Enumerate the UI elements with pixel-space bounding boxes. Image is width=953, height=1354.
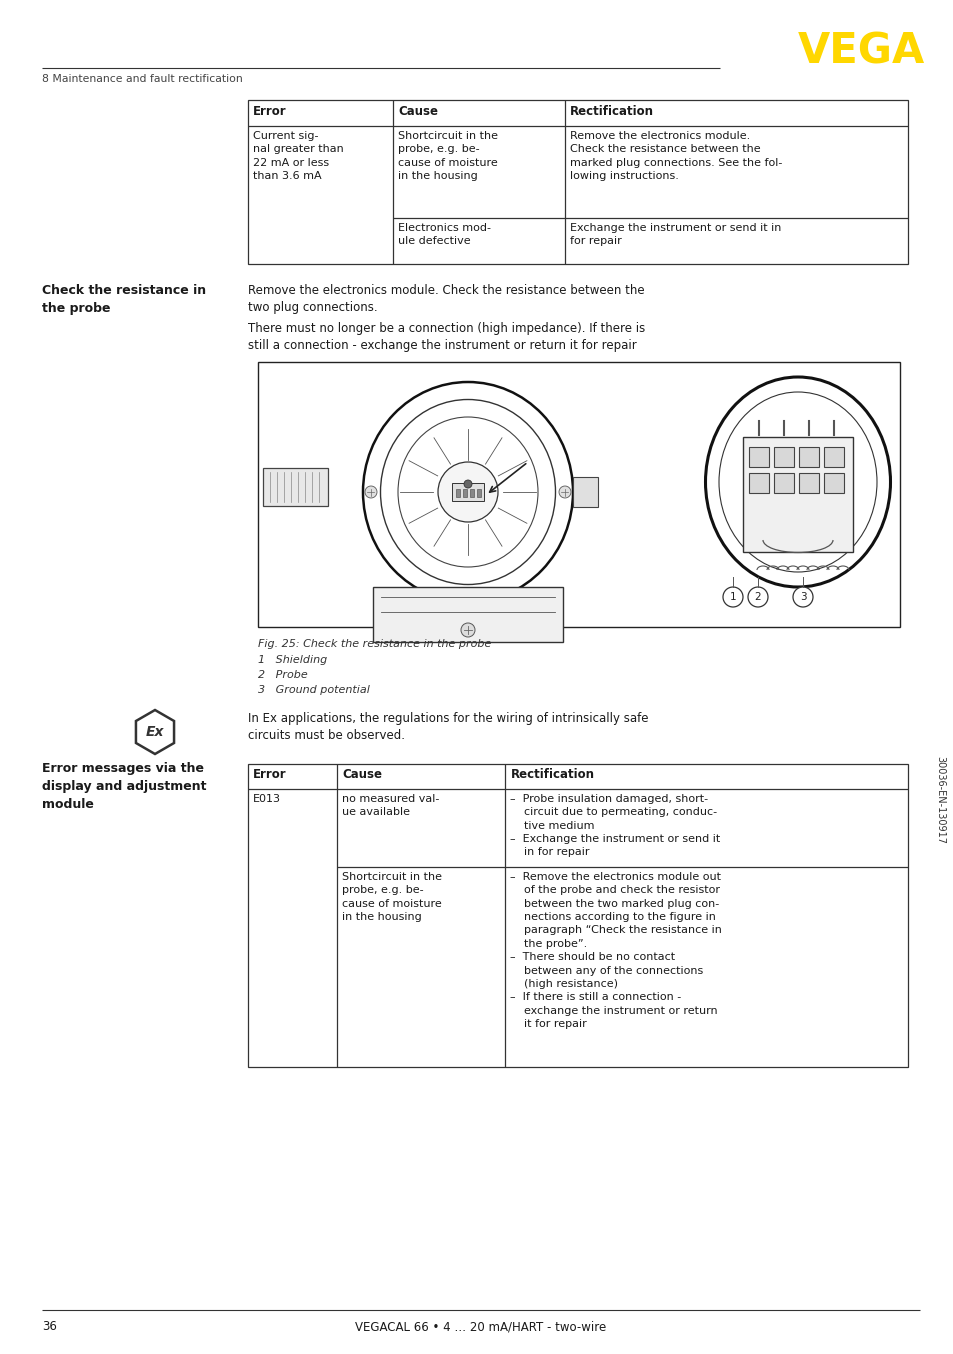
Bar	[748, 447, 768, 467]
Bar	[462, 489, 467, 497]
Circle shape	[463, 481, 472, 487]
Text: VEGACAL 66 • 4 … 20 mA/HART - two-wire: VEGACAL 66 • 4 … 20 mA/HART - two-wire	[355, 1320, 606, 1332]
Text: Exchange the instrument or send it in
for repair: Exchange the instrument or send it in fo…	[569, 223, 781, 246]
Bar	[456, 489, 459, 497]
Bar	[263, 468, 328, 506]
Bar	[573, 477, 598, 506]
Bar	[373, 588, 562, 642]
Text: Shortcircuit in the
probe, e.g. be-
cause of moisture
in the housing: Shortcircuit in the probe, e.g. be- caus…	[342, 872, 441, 922]
Bar	[823, 473, 843, 493]
Bar	[799, 447, 818, 467]
Circle shape	[792, 588, 812, 607]
Circle shape	[460, 623, 475, 636]
Circle shape	[365, 486, 376, 498]
Bar	[452, 483, 483, 501]
Text: no measured val-
ue available: no measured val- ue available	[342, 793, 439, 818]
Text: 30036-EN-130917: 30036-EN-130917	[934, 756, 944, 844]
Circle shape	[437, 462, 497, 523]
Text: 3: 3	[799, 592, 805, 603]
Bar	[248, 764, 907, 1067]
Text: Error messages via the
display and adjustment
module: Error messages via the display and adjus…	[42, 762, 206, 811]
Text: Ex: Ex	[146, 724, 164, 739]
Text: Check the resistance in
the probe: Check the resistance in the probe	[42, 284, 206, 315]
Text: 3   Ground potential: 3 Ground potential	[257, 685, 370, 695]
Bar	[823, 447, 843, 467]
Bar	[799, 473, 818, 493]
Text: Rectification: Rectification	[510, 768, 594, 781]
Bar	[257, 362, 899, 627]
Text: 36: 36	[42, 1320, 57, 1332]
Text: 1: 1	[729, 592, 736, 603]
Text: Shortcircuit in the
probe, e.g. be-
cause of moisture
in the housing: Shortcircuit in the probe, e.g. be- caus…	[397, 131, 497, 181]
Text: Error: Error	[253, 768, 286, 781]
Text: Electronics mod-
ule defective: Electronics mod- ule defective	[397, 223, 491, 246]
Text: There must no longer be a connection (high impedance). If there is
still a conne: There must no longer be a connection (hi…	[248, 322, 644, 352]
Text: Cause: Cause	[342, 768, 382, 781]
Ellipse shape	[705, 376, 889, 588]
Text: Current sig-
nal greater than
22 mA or less
than 3.6 mA: Current sig- nal greater than 22 mA or l…	[253, 131, 343, 181]
Bar	[742, 437, 852, 552]
Circle shape	[722, 588, 742, 607]
Text: Fig. 25: Check the resistance in the probe: Fig. 25: Check the resistance in the pro…	[257, 639, 491, 649]
Circle shape	[558, 486, 571, 498]
Text: VEGA: VEGA	[797, 30, 924, 72]
Bar	[773, 473, 793, 493]
Text: 8 Maintenance and fault rectification: 8 Maintenance and fault rectification	[42, 74, 242, 84]
Text: 1   Shielding: 1 Shielding	[257, 655, 327, 665]
Circle shape	[747, 588, 767, 607]
Text: Cause: Cause	[397, 106, 437, 118]
Text: 2: 2	[754, 592, 760, 603]
Bar	[248, 100, 907, 264]
Bar	[470, 489, 474, 497]
Text: In Ex applications, the regulations for the wiring of intrinsically safe
circuit: In Ex applications, the regulations for …	[248, 712, 648, 742]
Text: Remove the electronics module.
Check the resistance between the
marked plug conn: Remove the electronics module. Check the…	[569, 131, 781, 181]
Text: Error: Error	[253, 106, 286, 118]
Bar	[476, 489, 480, 497]
Text: 2   Probe: 2 Probe	[257, 670, 308, 680]
Bar	[773, 447, 793, 467]
Text: –  Probe insulation damaged, short-
    circuit due to permeating, conduc-
    t: – Probe insulation damaged, short- circu…	[510, 793, 720, 857]
Text: Remove the electronics module. Check the resistance between the
two plug connect: Remove the electronics module. Check the…	[248, 284, 644, 314]
Text: –  Remove the electronics module out
    of the probe and check the resistor
   : – Remove the electronics module out of t…	[510, 872, 721, 1029]
Text: Rectification: Rectification	[569, 106, 653, 118]
Bar	[748, 473, 768, 493]
Text: E013: E013	[253, 793, 281, 804]
